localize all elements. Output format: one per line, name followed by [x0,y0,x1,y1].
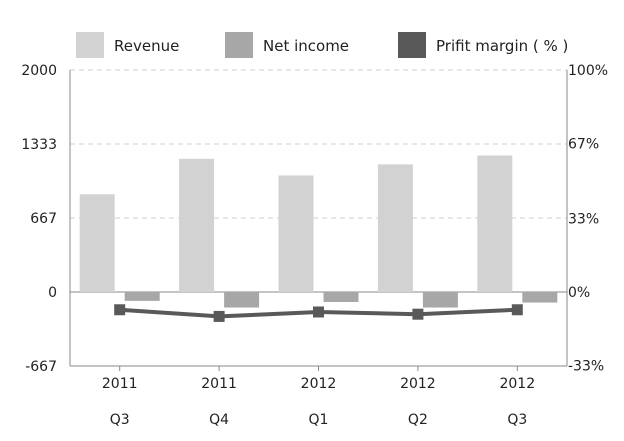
y-right-tick-label: 67% [568,136,599,152]
legend-swatch-3 [398,32,426,58]
legend-swatch-2 [225,32,253,58]
y-left-tick-label: 667 [30,211,57,227]
y-left-tick-label: 1333 [21,137,57,153]
category-labels: 2011 Q3 2011 Q4 2012 Q1 2012 Q2 2012 Q3 [102,376,535,428]
y-right-tick-label: 33% [568,212,599,228]
net-income-bar [124,292,160,301]
revenue-bar [179,158,215,292]
x-tick-label-year: 2011 [102,376,138,392]
x-tick-label-year: 2011 [201,376,237,392]
revenue-bar [377,164,413,292]
x-tick-label-year: 2012 [400,376,436,392]
x-tick-label-quarter: Q3 [110,412,130,428]
net-income-bar [323,292,359,302]
margin-point [412,308,424,320]
legend-swatch-1 [76,32,104,58]
x-tick-label-quarter: Q4 [209,412,229,428]
y-right-tick-label: 100% [568,63,608,79]
margin-point [511,304,523,316]
y-right-tick-label: -33% [568,358,604,374]
revenue-bar [477,155,513,292]
net-income-bar [422,292,458,308]
x-tick-label-quarter: Q1 [309,412,329,428]
y-left-tick-label: 2000 [21,63,57,79]
x-tick-label-quarter: Q3 [507,412,527,428]
legend: Revenue Net income Prifit margin ( % ) [76,32,568,58]
revenue-bar [79,194,115,292]
revenue-bar [278,175,314,292]
y-right-tick-label: 0% [568,285,590,301]
y-left-tick-label: -667 [25,359,57,375]
tick-labels: 2000 1333 667 0 -667 100% 67% 33% 0% -33% [21,63,608,375]
margin-point [114,304,126,316]
y-left-tick-label: 0 [48,285,57,301]
margin-point [313,306,324,318]
margin-point [213,310,225,322]
legend-label-3: Prifit margin ( % ) [436,37,568,55]
x-tick-label-quarter: Q2 [408,412,428,428]
net-income-bar [522,292,558,303]
bars [79,155,558,308]
x-tick-label-year: 2012 [499,376,535,392]
x-tick-label-year: 2012 [301,376,337,392]
net-income-bar [224,292,260,308]
margin-line [114,304,523,322]
legend-label-2: Net income [263,37,349,55]
legend-label-1: Revenue [114,37,179,55]
